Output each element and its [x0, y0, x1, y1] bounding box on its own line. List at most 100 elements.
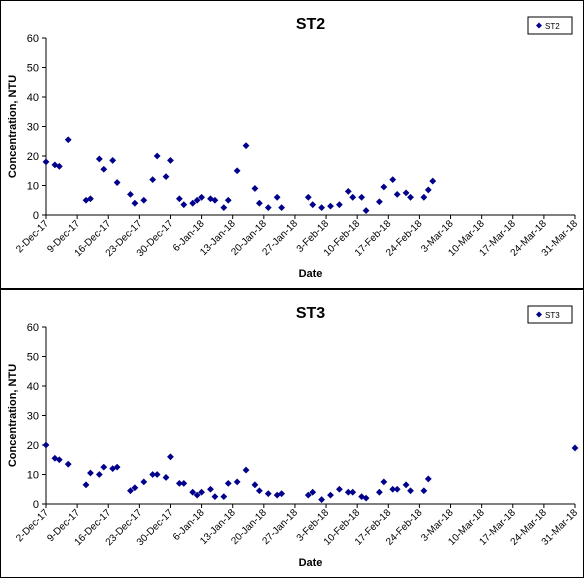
data-point: [193, 491, 201, 499]
y-axis-label: Concentration, NTU: [7, 75, 19, 178]
legend-label: ST3: [545, 311, 560, 320]
data-point: [140, 196, 148, 204]
data-point: [233, 167, 241, 175]
data-point: [264, 490, 272, 498]
data-point: [376, 488, 383, 496]
data-point: [224, 479, 232, 487]
data-point: [309, 201, 317, 209]
data-point: [358, 193, 366, 201]
data-point: [380, 183, 388, 191]
data-point: [100, 165, 108, 173]
y-tick-label: 40: [27, 381, 39, 393]
data-point: [327, 202, 334, 210]
data-point: [344, 188, 352, 195]
data-point: [571, 444, 579, 452]
legend-marker: [536, 311, 542, 318]
chart-panel-st3: ST3 0 10 20 30 40 50 60 2-Dec-17 9-Dec-17 16-Dec-1…: [0, 289, 584, 578]
data-point: [393, 485, 401, 493]
y-tick-label: 0: [33, 499, 39, 511]
data-point: [344, 488, 352, 496]
legend-box: [527, 305, 573, 324]
data-point: [175, 195, 183, 203]
data-point: [162, 474, 170, 481]
data-point: [424, 475, 432, 483]
data-point: [251, 481, 259, 489]
data-point: [167, 453, 174, 461]
data-point: [318, 204, 326, 212]
data-point: [242, 466, 250, 474]
data-point: [189, 488, 197, 496]
data-point: [273, 491, 281, 499]
x-axis-label: Date: [299, 268, 323, 280]
scatter-chart-st3: ST301020304050602-Dec-179-Dec-1716-Dec-1…: [7, 305, 580, 569]
data-point: [127, 487, 134, 495]
data-point: [113, 179, 121, 186]
data-point: [149, 176, 157, 183]
data-point: [42, 158, 50, 166]
data-point: [153, 152, 161, 160]
data-point: [207, 485, 214, 493]
data-point: [309, 488, 317, 496]
data-point: [429, 177, 437, 185]
data-point: [224, 196, 232, 204]
data-point: [318, 496, 326, 503]
data-point: [349, 488, 357, 496]
data-point: [278, 204, 286, 212]
y-tick-label: 10: [27, 470, 39, 482]
data-point: [95, 155, 103, 163]
data-point: [220, 493, 228, 501]
y-tick-label: 60: [27, 322, 39, 334]
data-point: [389, 176, 397, 183]
data-point: [140, 478, 148, 486]
data-point: [407, 193, 414, 201]
x-tick-label: 2-Dec-17: [14, 507, 51, 544]
data-point: [278, 490, 286, 498]
y-tick-label: 50: [27, 63, 39, 75]
y-tick-label: 0: [33, 210, 39, 222]
data-point: [327, 491, 334, 499]
data-point: [175, 479, 183, 487]
y-tick-label: 10: [27, 181, 39, 193]
data-point: [100, 463, 108, 471]
data-point: [153, 471, 161, 478]
data-point: [335, 485, 343, 493]
data-point: [127, 190, 134, 198]
data-point: [109, 157, 117, 164]
scatter-chart-st2: ST201020304050602-Dec-179-Dec-1716-Dec-1…: [7, 16, 580, 280]
data-point: [264, 204, 272, 212]
data-point: [131, 199, 139, 207]
data-point: [420, 193, 428, 201]
data-point: [87, 469, 94, 477]
data-point: [255, 487, 263, 495]
y-tick-label: 20: [27, 440, 39, 452]
data-point: [42, 441, 50, 449]
data-point: [82, 481, 90, 489]
legend-box: [527, 16, 573, 35]
data-point: [273, 193, 281, 201]
data-point: [389, 485, 397, 493]
data-point: [207, 195, 214, 203]
data-point: [402, 481, 410, 489]
data-point: [424, 186, 432, 194]
data-point: [87, 195, 94, 203]
y-tick-label: 30: [27, 411, 39, 423]
data-point: [242, 142, 250, 150]
data-point: [349, 193, 357, 201]
data-point: [376, 198, 383, 206]
data-point: [131, 484, 139, 492]
chart-title: ST3: [296, 305, 325, 322]
data-point: [304, 193, 312, 201]
y-tick-label: 60: [27, 33, 39, 45]
data-point: [193, 196, 201, 204]
legend-marker: [536, 22, 542, 29]
x-axis-label: Date: [299, 557, 323, 569]
data-point: [304, 491, 312, 499]
y-tick-label: 30: [27, 122, 39, 134]
legend-label: ST2: [545, 22, 560, 31]
y-tick-label: 20: [27, 151, 39, 163]
data-point: [211, 196, 219, 204]
y-tick-label: 50: [27, 352, 39, 364]
data-point: [180, 201, 188, 209]
y-tick-label: 40: [27, 92, 39, 104]
data-point: [82, 196, 90, 204]
